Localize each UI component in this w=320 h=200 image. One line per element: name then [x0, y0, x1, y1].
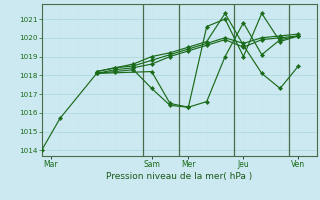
X-axis label: Pression niveau de la mer( hPa ): Pression niveau de la mer( hPa ) [106, 172, 252, 181]
